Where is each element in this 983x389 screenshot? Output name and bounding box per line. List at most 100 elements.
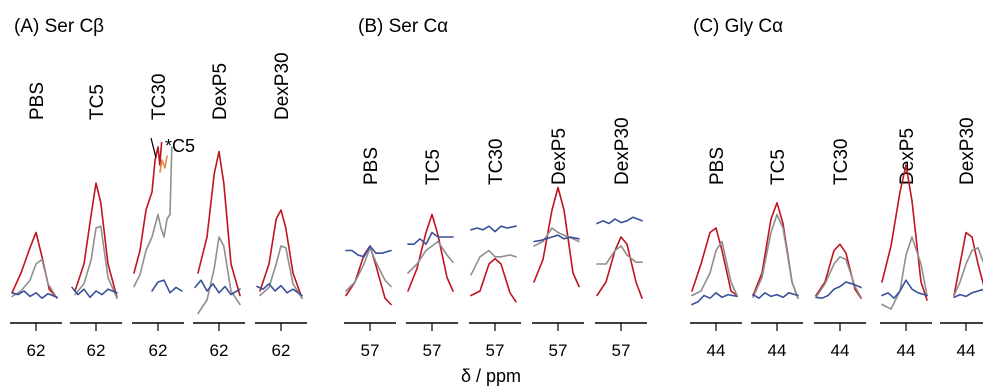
annotation-label: *C5 — [165, 136, 195, 156]
sample-tc30: TC30 57 — [469, 139, 521, 360]
annotation-leader — [150, 137, 157, 159]
sample-label: PBS — [707, 147, 728, 185]
trace-blue — [691, 292, 738, 306]
trace-gray — [470, 249, 517, 276]
sample-label: TC5 — [768, 149, 789, 185]
sample-label: TC30 — [149, 74, 170, 120]
trace-gray — [407, 240, 454, 274]
tick-label: 44 — [957, 341, 976, 360]
tick-label: 57 — [423, 341, 442, 360]
sample-label: DexP30 — [612, 117, 633, 185]
sample-label: TC30 — [486, 139, 507, 185]
sample-pbs: PBS 44 — [690, 147, 742, 360]
trace-red — [881, 164, 928, 301]
trace-red — [407, 213, 454, 292]
trace-red — [11, 231, 58, 299]
trace-red — [197, 150, 241, 297]
trace-blue — [407, 231, 454, 245]
trace-blue — [194, 279, 241, 296]
trace-gray — [259, 245, 303, 299]
sample-dexp5: DexP5 62 — [193, 63, 245, 360]
tick-label: 62 — [27, 341, 46, 360]
trace-gray — [133, 146, 173, 288]
sample-label: DexP30 — [957, 117, 978, 185]
trace-gray — [345, 247, 392, 292]
trace-blue — [533, 234, 580, 243]
sample-dexp30: DexP30 44 — [940, 117, 983, 360]
trace-red — [345, 245, 392, 306]
sample-dexp5: DexP5 57 — [532, 128, 584, 360]
sample-tc5: TC5 44 — [751, 149, 803, 360]
trace-red — [691, 227, 738, 297]
annotation-trace — [159, 155, 168, 173]
trace-blue — [953, 288, 983, 299]
trace-gray — [197, 236, 241, 315]
trace-blue — [151, 279, 183, 294]
tick-label: 44 — [768, 341, 787, 360]
panel-title: (C) Gly Cα — [693, 16, 783, 37]
tick-label: 62 — [87, 341, 106, 360]
trace-red — [533, 186, 580, 288]
panel-1: (A) Ser Cβ PBS 62 TC5 62 TC30 62 DexP5 62 DexP30 6… — [10, 16, 307, 360]
trace-gray — [691, 240, 738, 297]
trace-gray — [74, 225, 118, 299]
trace-red — [470, 257, 517, 303]
trace-blue — [752, 292, 799, 299]
trace-blue — [345, 245, 392, 258]
trace-red — [953, 231, 983, 297]
trace-gray — [953, 247, 983, 297]
trace-blue — [256, 283, 303, 297]
trace-red — [259, 209, 303, 299]
tick-label: 57 — [612, 341, 631, 360]
trace-gray — [596, 245, 643, 265]
sample-pbs: PBS 62 — [10, 82, 62, 360]
tick-label: 57 — [486, 341, 505, 360]
tick-label: 57 — [361, 341, 380, 360]
x-axis-label: δ / ppm — [461, 366, 521, 386]
tick-label: 62 — [272, 341, 291, 360]
sample-label: DexP30 — [272, 52, 293, 120]
tick-label: 57 — [549, 341, 568, 360]
trace-red — [596, 236, 643, 299]
sample-label: TC30 — [831, 139, 852, 185]
sample-label: DexP5 — [897, 128, 918, 185]
tick-label: 44 — [897, 341, 916, 360]
trace-gray — [815, 256, 862, 299]
sample-label: PBS — [361, 147, 382, 185]
tick-label: 62 — [210, 341, 229, 360]
sample-dexp30: DexP30 57 — [595, 117, 647, 360]
sample-label: PBS — [27, 82, 48, 120]
sample-label: TC5 — [423, 149, 444, 185]
sample-label: DexP5 — [210, 63, 231, 120]
tick-label: 62 — [149, 341, 168, 360]
sample-tc30: TC30 62 — [132, 74, 184, 360]
trace-blue — [815, 281, 862, 299]
sample-tc30: TC30 44 — [814, 139, 866, 360]
sample-label: TC5 — [87, 84, 108, 120]
trace-gray — [752, 213, 799, 299]
trace-blue — [470, 225, 517, 233]
sample-dexp5: DexP5 44 — [880, 128, 932, 360]
tick-label: 44 — [831, 341, 850, 360]
trace-red — [74, 182, 118, 299]
panel-2: (B) Ser Cα PBS 57 TC5 57 TC30 57 DexP5 57 DexP30 5… — [344, 16, 647, 360]
trace-gray — [11, 258, 58, 299]
trace-blue — [881, 279, 928, 299]
trace-red — [133, 141, 163, 274]
sample-tc5: TC5 57 — [406, 149, 458, 360]
sample-pbs: PBS 57 — [344, 147, 396, 360]
trace-red — [815, 243, 862, 299]
trace-blue — [596, 216, 643, 225]
trace-blue — [11, 290, 58, 299]
panel-title: (B) Ser Cα — [358, 16, 448, 37]
panel-title: (A) Ser Cβ — [14, 16, 104, 37]
panel-3: (C) Gly Cα PBS 44 TC5 44 TC30 44 DexP5 44 DexP30 4… — [690, 16, 983, 360]
trace-gray — [881, 236, 928, 310]
trace-blue — [71, 286, 118, 299]
tick-label: 44 — [707, 341, 726, 360]
sample-dexp30: DexP30 62 — [255, 52, 307, 360]
trace-gray — [533, 227, 580, 247]
sample-label: DexP5 — [549, 128, 570, 185]
sample-tc5: TC5 62 — [70, 84, 122, 360]
